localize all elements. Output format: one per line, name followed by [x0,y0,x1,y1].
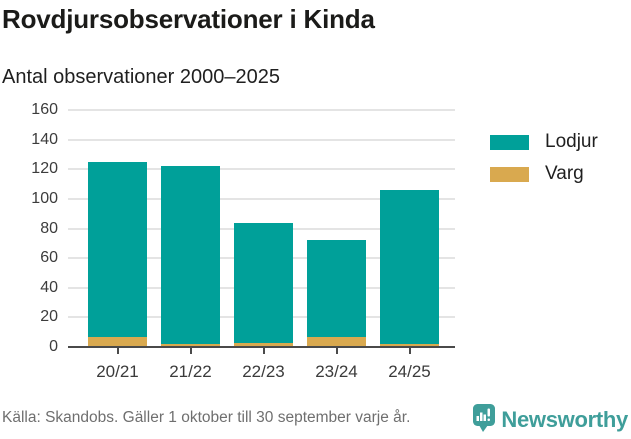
y-axis-tick-label: 140 [31,130,58,148]
legend-swatch [490,134,529,150]
chart-subtitle: Antal observationer 2000–2025 [2,66,280,88]
y-axis-tick-label: 100 [31,189,58,207]
y-axis-tick-label: 160 [31,101,58,118]
x-axis-label-22/23: 22/23 [242,362,285,381]
gridline-100 [68,197,455,200]
plot-area [68,109,455,347]
bar-segment-varg [307,336,366,347]
bar-23/24 [307,240,366,347]
page-title: Rovdjursobservationer i Kinda [2,4,375,34]
gridline-120 [68,168,455,171]
y-axis-tick-label: 80 [40,219,58,237]
source-note: Källa: Skandobs. Gäller 1 oktober till 3… [2,409,411,426]
bar-segment-varg [380,344,439,347]
gridline-160 [68,109,455,111]
bar-20/21 [88,161,147,347]
x-axis-label-23/24: 23/24 [315,362,358,381]
newsworthy-logo-link[interactable]: Newsworthy [473,404,628,435]
y-axis-tick-label: 40 [40,278,58,296]
bar-segment-varg [161,344,220,347]
y-axis-tick-label: 120 [31,160,58,178]
bar-22/23 [234,222,293,347]
legend-label: Varg [545,163,584,184]
newsworthy-icon [473,404,496,435]
bar-segment-varg [234,342,293,347]
legend-label: Lodjur [545,131,598,152]
x-axis-tick [189,348,192,354]
bar-segment-lodjur [234,222,293,343]
chart-legend: Lodjur Varg [490,131,598,195]
bar-segment-lodjur [380,190,439,345]
x-axis-tick [116,348,119,354]
bar-24/25 [380,190,439,347]
x-axis-line [68,346,455,348]
y-axis-tick-label: 20 [40,308,58,326]
x-axis-label-21/22: 21/22 [169,362,212,381]
y-axis-tick-label: 60 [40,249,58,267]
bar-segment-lodjur [161,166,220,345]
bar-segment-lodjur [88,161,147,337]
legend-item-varg: Varg [490,163,598,185]
legend-item-lodjur: Lodjur [490,131,598,153]
bar-segment-lodjur [307,240,366,337]
x-axis-tick [408,348,411,354]
gridline-140 [68,138,455,141]
bar-segment-varg [88,336,147,347]
x-axis-tick [335,348,338,354]
y-axis-tick-label: 0 [49,338,58,355]
legend-swatch [490,166,529,182]
newsworthy-wordmark: Newsworthy [501,407,628,432]
x-axis-tick [262,348,265,354]
x-axis-label-24/25: 24/25 [388,362,431,381]
x-axis-label-20/21: 20/21 [96,362,139,381]
bar-21/22 [161,166,220,347]
